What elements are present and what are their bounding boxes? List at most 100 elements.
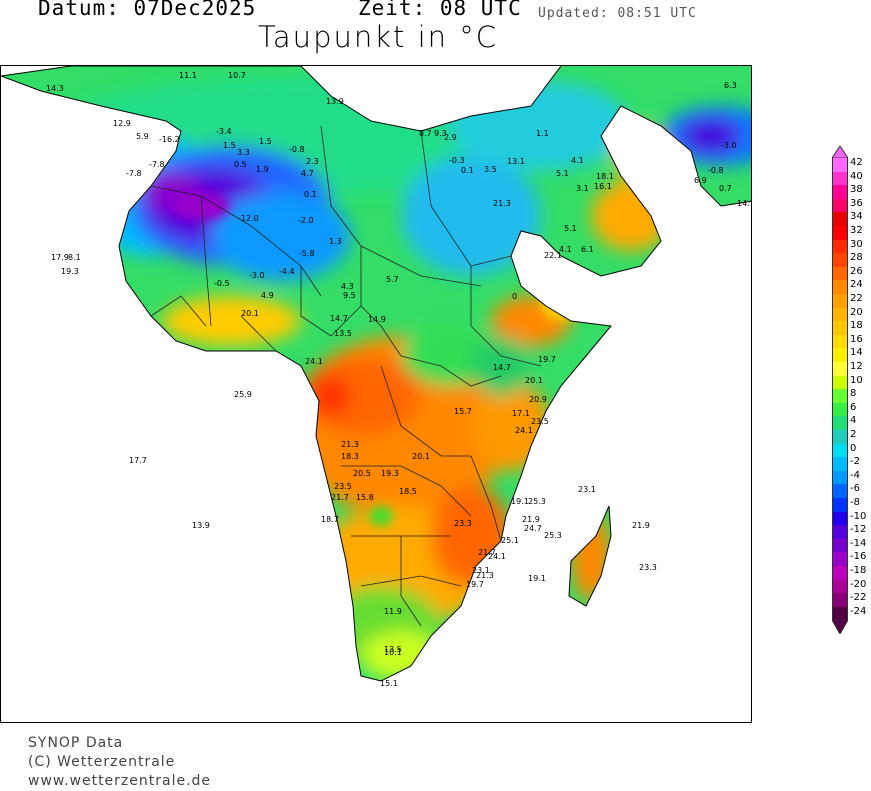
legend-label: -18 — [850, 565, 867, 576]
station-value: 20.1 — [525, 376, 543, 385]
station-value: -0.5 — [214, 279, 230, 288]
legend-label: 42 — [850, 157, 863, 168]
legend-swatch — [832, 402, 848, 417]
legend-swatch — [832, 294, 848, 309]
station-value: 13.1 — [507, 157, 525, 166]
updated-label: Updated: 08:51 UTC — [538, 6, 697, 21]
station-value: 21.3 — [341, 440, 359, 449]
station-value: 18.1 — [596, 172, 614, 181]
station-value: 4.7 — [301, 169, 314, 178]
legend-label: 20 — [850, 306, 863, 318]
legend-swatch — [832, 375, 848, 390]
station-value: 4.1 — [571, 156, 584, 165]
station-value: 21.9 — [632, 521, 650, 530]
legend-label: -20 — [850, 578, 867, 590]
station-value: 8.1 — [68, 253, 81, 262]
legend-label: 22 — [850, 293, 863, 304]
station-value: 25.1 — [501, 536, 519, 545]
station-value: 2.3 — [306, 157, 319, 166]
station-value: 5.7 — [386, 275, 399, 284]
legend-label: -14 — [850, 537, 867, 549]
station-value: 14.7 — [330, 314, 348, 323]
legend-swatch — [832, 280, 848, 295]
station-value: 24.1 — [305, 357, 323, 366]
station-value: 23.3 — [454, 519, 472, 528]
date-label: Datum: 07Dec2025 — [38, 0, 257, 20]
station-value: 23.1 — [472, 566, 490, 575]
station-value: 19.7 — [466, 580, 484, 589]
legend-bottom-arrow — [832, 620, 848, 635]
legend-label: 4 — [850, 415, 857, 427]
station-value: 21.7 — [478, 548, 496, 557]
station-value: 18.5 — [399, 487, 417, 496]
station-value: 1.5 — [223, 141, 236, 150]
legend-swatch — [832, 226, 848, 241]
station-value: 14.9 — [368, 315, 386, 324]
legend-swatch — [832, 389, 848, 404]
station-value: 20.5 — [353, 469, 371, 478]
station-value: 13.5 — [384, 645, 402, 654]
legend-swatch — [832, 362, 848, 377]
legend-swatch — [832, 334, 848, 349]
station-value: 14.7 — [493, 363, 511, 372]
coastlines — [1, 66, 751, 682]
station-value: 15.1 — [380, 679, 398, 688]
station-value: 21.9 — [522, 515, 540, 524]
station-value: 5.9 — [136, 132, 149, 141]
legend-swatch — [832, 593, 848, 608]
legend-swatch — [832, 525, 848, 540]
map-canvas: 12.914.313.95.9 -16.2-3.41.5 1.53.30.51.9-… — [1, 66, 752, 722]
legend-swatch — [832, 185, 848, 200]
station-value: -7.8 — [126, 169, 142, 178]
station-value: 3.1 — [576, 184, 589, 193]
station-value: 19.3 — [61, 267, 79, 276]
station-value: 9.5 — [343, 291, 356, 300]
station-value: 6.3 — [724, 81, 737, 90]
station-value: 9.3 — [434, 129, 447, 138]
station-value: -4.4 — [279, 267, 295, 276]
station-value: 24.1 — [515, 426, 533, 435]
legend-swatch — [832, 443, 848, 458]
legend-label: 0 — [850, 442, 857, 454]
station-value: 4.1 — [559, 245, 572, 254]
station-value: -12.0 — [238, 214, 259, 223]
station-value: 5.1 — [556, 169, 569, 178]
legend-swatch — [832, 606, 848, 621]
station-value: 20.1 — [241, 309, 259, 318]
station-value: -0.8 — [289, 145, 305, 154]
dewpoint-map: 12.9 14.3 13.9 5.9 -16.2 -3.4 1.5 1.5 3.3 0.5 1.9-… — [0, 65, 752, 723]
station-value: 6.1 — [581, 245, 594, 254]
station-value: 11.1 — [179, 71, 197, 80]
station-value: 0 — [512, 292, 517, 301]
legend-label: 38 — [850, 184, 863, 196]
station-value: 0.5 — [234, 160, 247, 169]
station-value: -3.4 — [216, 127, 232, 136]
station-value: 19.1 — [511, 497, 529, 506]
station-value: 17.7 — [129, 456, 147, 465]
station-value: 23.5 — [531, 417, 549, 426]
station-value: 19.7 — [538, 355, 556, 364]
legend-label: -4 — [850, 469, 860, 481]
station-value: -2.0 — [298, 216, 314, 225]
station-value: -3.0 — [721, 141, 737, 150]
station-value: 10.1 — [384, 648, 402, 657]
legend-label: 18 — [850, 320, 863, 332]
legend-swatch — [832, 348, 848, 363]
legend-swatch — [832, 266, 848, 281]
station-value: 11.9 — [384, 607, 402, 616]
station-value: 18.7 — [321, 515, 339, 524]
station-value: 21.7 — [331, 493, 349, 502]
footer-source: SYNOP Data — [28, 735, 124, 751]
legend-label: -22 — [850, 592, 867, 604]
legend-label: 2 — [850, 429, 857, 440]
station-value: 21.3 — [476, 571, 494, 580]
station-value: 20.1 — [412, 452, 430, 461]
country-borders — [150, 125, 542, 627]
station-value: 8.7 — [419, 129, 432, 138]
legend-swatch — [832, 566, 848, 581]
station-value: 14.1 — [737, 199, 752, 208]
station-value: 3.3 — [237, 148, 250, 157]
legend-label: -6 — [850, 483, 860, 495]
legend-swatch — [832, 430, 848, 445]
legend-swatch — [832, 470, 848, 485]
